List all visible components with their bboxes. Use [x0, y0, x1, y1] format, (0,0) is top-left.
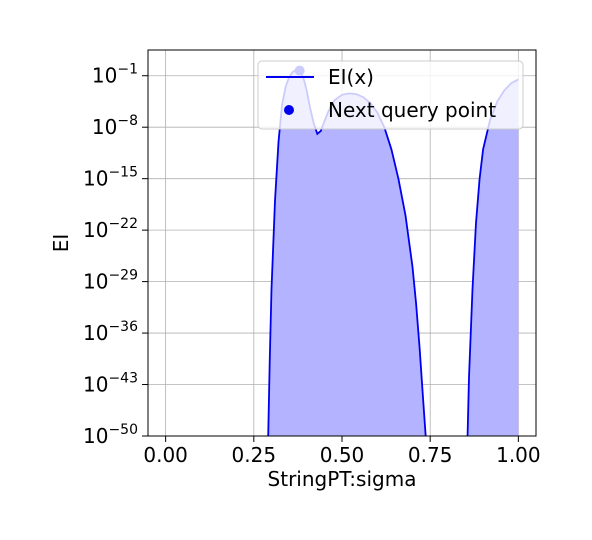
ei-area-segment [467, 79, 519, 436]
ei-area-segment [267, 69, 427, 436]
ei-fill-area [267, 69, 519, 436]
y-tick-base: 10 [83, 270, 108, 294]
x-axis-title: StringPT:sigma [268, 467, 417, 491]
legend-label-next-query: Next query point [328, 98, 496, 122]
legend-point-swatch [284, 105, 294, 115]
legend: EI(x) Next query point [257, 60, 524, 130]
y-tick-label: 10−8 [92, 113, 138, 139]
y-tick-exponent: −15 [108, 165, 138, 181]
y-tick-exponent: −22 [108, 216, 138, 232]
x-tick-label: 0.50 [320, 443, 365, 467]
x-tick-label: 0.00 [143, 443, 188, 467]
y-tick-label: 10−1 [92, 62, 138, 88]
y-tick-exponent: −43 [108, 371, 138, 387]
y-tick-label: 10−22 [83, 216, 138, 242]
y-tick-exponent: −8 [117, 113, 138, 129]
y-tick-exponent: −50 [108, 422, 138, 438]
y-tick-label: 10−50 [83, 422, 138, 448]
x-tick-label: 1.00 [496, 443, 541, 467]
y-tick-label: 10−15 [83, 165, 138, 191]
y-tick-base: 10 [83, 321, 108, 345]
y-tick-exponent: −29 [108, 268, 138, 284]
legend-box [257, 60, 524, 130]
y-tick-label: 10−43 [83, 371, 138, 397]
y-tick-exponent: −1 [117, 62, 138, 78]
y-axis-title: EI [49, 234, 73, 253]
y-tick-base: 10 [92, 64, 117, 88]
y-tick-base: 10 [83, 167, 108, 191]
x-tick-label: 0.25 [232, 443, 277, 467]
y-tick-exponent: −36 [108, 319, 138, 335]
x-tick-label: 0.75 [408, 443, 453, 467]
x-axis: 0.00 0.25 0.50 0.75 1.00 [143, 436, 541, 467]
legend-label-ei: EI(x) [328, 65, 374, 89]
y-tick-base: 10 [83, 424, 108, 448]
y-tick-base: 10 [83, 218, 108, 242]
y-tick-label: 10−29 [83, 268, 138, 294]
y-tick-base: 10 [83, 373, 108, 397]
y-tick-label: 10−36 [83, 319, 138, 345]
y-tick-base: 10 [92, 115, 117, 139]
